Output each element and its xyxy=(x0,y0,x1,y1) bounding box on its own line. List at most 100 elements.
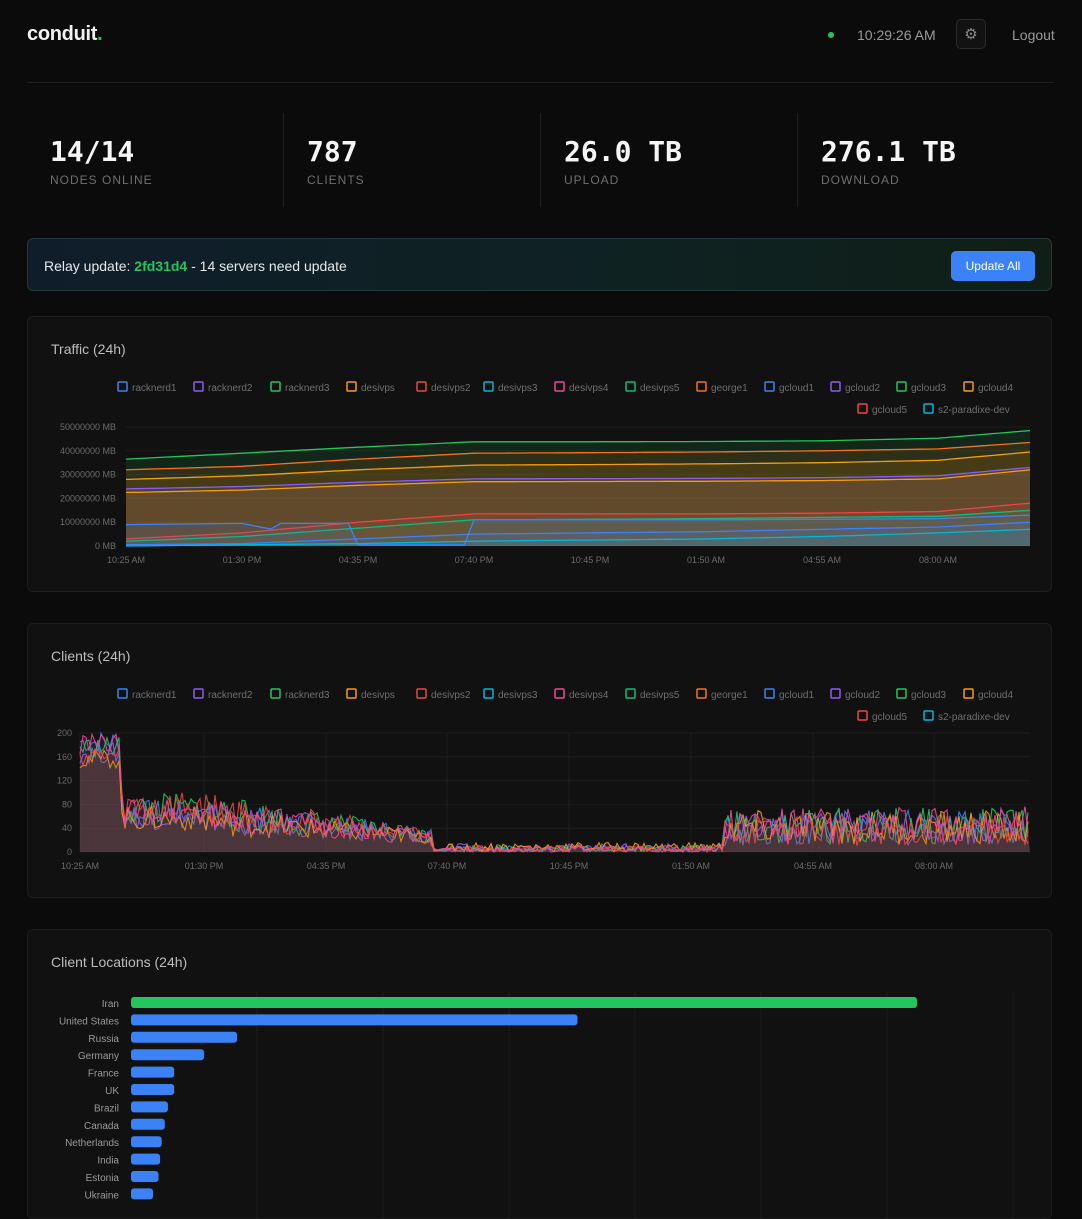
location-bar-uk[interactable] xyxy=(131,1084,175,1095)
legend-item-george1[interactable]: george1 xyxy=(696,381,748,394)
legend-swatch xyxy=(830,381,841,392)
legend-swatch xyxy=(830,688,841,699)
location-bar-india[interactable] xyxy=(131,1153,161,1165)
legend-item-gcloud1[interactable]: gcloud1 xyxy=(764,381,814,394)
x-tick-label: 04:55 AM xyxy=(794,861,832,871)
legend-label: gcloud1 xyxy=(779,690,814,701)
legend-label: desivps4 xyxy=(569,383,609,394)
legend-item-desivps3[interactable]: desivps3 xyxy=(483,381,538,394)
legend-label: gcloud5 xyxy=(872,712,907,723)
legend-item-desivps4[interactable]: desivps4 xyxy=(554,381,609,394)
location-bar-iran[interactable] xyxy=(131,997,917,1008)
legend-label: gcloud4 xyxy=(978,690,1013,701)
legend-item-gcloud4[interactable]: gcloud4 xyxy=(963,688,1013,701)
legend-item-desivps3[interactable]: desivps3 xyxy=(483,688,538,701)
country-label: Brazil xyxy=(94,1103,119,1114)
legend-item-gcloud4[interactable]: gcloud4 xyxy=(963,381,1013,394)
clients-chart-card: Clients (24h) racknerd1 racknerd2 racknerd… xyxy=(27,623,1052,898)
traffic-line-gcloud1 xyxy=(125,521,1031,546)
legend-label: racknerd2 xyxy=(208,383,253,394)
clients-area-racknerd3 xyxy=(80,737,1030,852)
legend-item-racknerd3[interactable]: racknerd3 xyxy=(270,688,330,701)
legend-label: gcloud2 xyxy=(845,383,880,394)
traffic-line-racknerd3 xyxy=(125,429,1031,460)
stat-label: NODES ONLINE xyxy=(50,173,153,187)
settings-button[interactable]: ⚙ xyxy=(956,19,986,49)
y-tick-label: 0 xyxy=(67,847,72,857)
location-bar-estonia[interactable] xyxy=(131,1171,159,1182)
legend-label: racknerd1 xyxy=(132,383,177,394)
relay-update-suffix: - 14 servers need update xyxy=(187,258,347,274)
stat-value: 787 xyxy=(307,135,358,168)
x-tick-label: 01:30 PM xyxy=(223,555,262,565)
x-tick-label: 10:25 AM xyxy=(107,555,145,565)
x-tick-label: 08:00 AM xyxy=(915,861,953,871)
legend-label: gcloud5 xyxy=(872,405,907,416)
legend-item-s2-paradixe-dev[interactable]: s2-paradixe-dev xyxy=(923,710,1010,723)
legend-item-gcloud3[interactable]: gcloud3 xyxy=(896,381,946,394)
legend-swatch xyxy=(963,688,974,699)
chart-legend: racknerd1 racknerd2 racknerd3 desivps desivp… xyxy=(117,688,1013,723)
y-tick-label: 160 xyxy=(57,752,72,762)
legend-item-racknerd1[interactable]: racknerd1 xyxy=(117,381,177,394)
legend-item-gcloud1[interactable]: gcloud1 xyxy=(764,688,814,701)
legend-item-desivps5[interactable]: desivps5 xyxy=(625,688,680,701)
legend-swatch xyxy=(857,403,868,414)
legend-item-desivps2[interactable]: desivps2 xyxy=(416,381,471,394)
y-tick-label: 40 xyxy=(62,823,72,833)
x-tick-label: 08:00 AM xyxy=(919,555,957,565)
stat-value: 26.0 TB xyxy=(564,135,683,168)
legend-item-gcloud5[interactable]: gcloud5 xyxy=(857,710,907,723)
traffic-grid xyxy=(126,426,1030,547)
x-tick-label: 04:55 AM xyxy=(803,555,841,565)
legend-swatch xyxy=(764,688,775,699)
stat-label: CLIENTS xyxy=(307,173,365,187)
relay-update-prefix: Relay update: xyxy=(44,258,135,274)
location-bar-brazil[interactable] xyxy=(131,1101,168,1113)
legend-swatch xyxy=(896,381,907,392)
location-bar-canada[interactable] xyxy=(131,1118,165,1130)
legend-label: desivps5 xyxy=(640,383,680,394)
legend-item-racknerd2[interactable]: racknerd2 xyxy=(193,688,253,701)
legend-item-gcloud5[interactable]: gcloud5 xyxy=(857,403,907,416)
location-bar-germany[interactable] xyxy=(131,1049,205,1061)
legend-item-s2-paradixe-dev[interactable]: s2-paradixe-dev xyxy=(923,403,1010,416)
legend-item-desivps2[interactable]: desivps2 xyxy=(416,688,471,701)
legend-item-racknerd3[interactable]: racknerd3 xyxy=(270,381,330,394)
location-bar-netherlands[interactable] xyxy=(131,1136,162,1148)
legend-swatch xyxy=(270,381,281,392)
y-tick-label: 200 xyxy=(57,728,72,738)
location-bar-france[interactable] xyxy=(131,1066,175,1078)
legend-label: racknerd3 xyxy=(285,690,330,701)
x-tick-label: 10:45 PM xyxy=(550,861,589,871)
x-tick-label: 01:50 AM xyxy=(687,555,725,565)
gear-icon: ⚙ xyxy=(964,26,978,43)
location-bar-united-states[interactable] xyxy=(131,1014,578,1026)
legend-item-racknerd1[interactable]: racknerd1 xyxy=(117,688,177,701)
legend-label: desivps3 xyxy=(498,690,538,701)
country-label: Netherlands xyxy=(65,1138,119,1149)
legend-item-george1[interactable]: george1 xyxy=(696,688,748,701)
x-tick-label: 01:30 PM xyxy=(185,861,224,871)
brand-logo[interactable]: conduit. xyxy=(27,23,103,46)
country-label: United States xyxy=(59,1016,119,1027)
legend-item-racknerd2[interactable]: racknerd2 xyxy=(193,381,253,394)
logout-link[interactable]: Logout xyxy=(1012,27,1055,43)
x-tick-label: 10:45 PM xyxy=(571,555,610,565)
legend-item-gcloud3[interactable]: gcloud3 xyxy=(896,688,946,701)
clients-chart-title: Clients (24h) xyxy=(51,648,131,664)
country-label: India xyxy=(97,1156,119,1167)
legend-label: gcloud1 xyxy=(779,383,814,394)
legend-item-desivps4[interactable]: desivps4 xyxy=(554,688,609,701)
legend-item-gcloud2[interactable]: gcloud2 xyxy=(830,688,880,701)
location-bar-ukraine[interactable] xyxy=(131,1188,154,1200)
legend-swatch xyxy=(416,688,427,699)
location-bar-russia[interactable] xyxy=(131,1031,238,1043)
legend-item-gcloud2[interactable]: gcloud2 xyxy=(830,381,880,394)
legend-item-desivps[interactable]: desivps xyxy=(346,688,395,701)
update-all-button[interactable]: Update All xyxy=(951,251,1035,281)
clients-chart: racknerd1 racknerd2 racknerd3 desivps desivp… xyxy=(57,688,1030,871)
legend-item-desivps[interactable]: desivps xyxy=(346,381,395,394)
x-tick-label: 04:35 PM xyxy=(307,861,346,871)
legend-item-desivps5[interactable]: desivps5 xyxy=(625,381,680,394)
